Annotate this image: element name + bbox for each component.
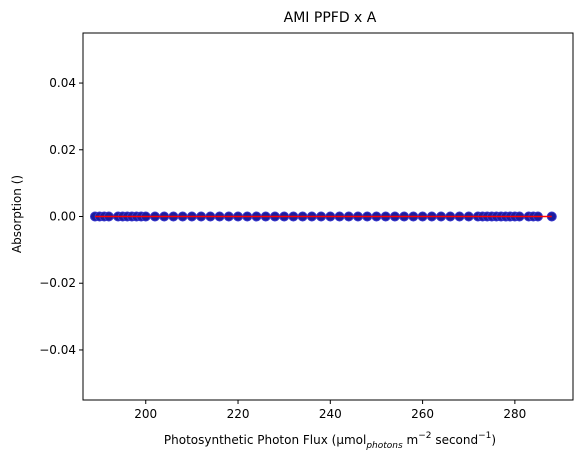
x-tick-label: 280	[503, 407, 526, 421]
x-axis-label-mid: m	[403, 433, 419, 447]
x-axis-label-mid2: second	[432, 433, 479, 447]
x-axis-label-main: Photosynthetic Photon Flux (μmol	[164, 433, 366, 447]
y-axis-label: Absorption ()	[10, 175, 24, 253]
x-tick-label: 220	[227, 407, 250, 421]
y-tick-label: −0.02	[39, 276, 76, 290]
y-tick-label: 0.02	[49, 143, 76, 157]
plot-area: 200 220 240 260 280 −0.04 −0.02 0.00 0.02 0.04	[39, 32, 574, 421]
y-tick-label: −0.04	[39, 343, 76, 357]
x-tick-label: 260	[411, 407, 434, 421]
x-axis-label-sub: photons	[365, 441, 403, 451]
y-tick-label: 0.00	[49, 210, 76, 224]
x-axis-label-end: )	[491, 433, 496, 447]
y-tick-label: 0.04	[49, 76, 76, 90]
x-axis-label: Photosynthetic Photon Flux (μmolphotons …	[164, 431, 496, 451]
chart-title: AMI PPFD x A	[284, 10, 377, 26]
x-axis-label-sup2: −1	[478, 431, 491, 441]
x-tick-label: 240	[319, 407, 342, 421]
x-axis-label-sup1: −2	[418, 431, 431, 441]
x-tick-label: 200	[134, 407, 157, 421]
